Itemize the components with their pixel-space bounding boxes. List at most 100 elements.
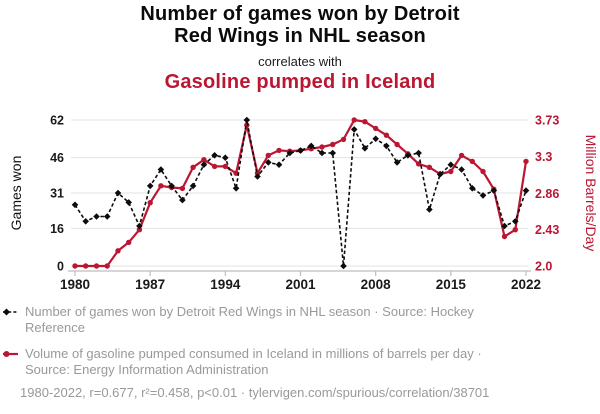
wins-series-marker bbox=[458, 166, 465, 173]
legend-item-wins: Number of games won by Detroit Red Wings… bbox=[2, 304, 491, 336]
right-axis-tick-label: 3.73 bbox=[535, 114, 559, 128]
wins-series-marker bbox=[501, 222, 508, 230]
wins-series-marker bbox=[307, 142, 315, 150]
wins-series-marker bbox=[157, 166, 165, 173]
gasoline-series-marker bbox=[373, 125, 379, 132]
gasoline-series-marker bbox=[190, 164, 196, 170]
wins-series-marker bbox=[426, 206, 433, 213]
correlation-chart: 0 16 31 46 62 2.0 2.43 2.86 3.3 3.73 1980 1987 1994 2… bbox=[8, 114, 599, 293]
stats-citation: 1980-2022, r=0.677, r²=0.458, p<0.01 · t… bbox=[20, 385, 490, 400]
right-axis-title: Million Barrels/Day bbox=[583, 135, 599, 252]
x-axis-tick-label: 2008 bbox=[361, 277, 392, 292]
right-axis-tick-label: 2.0 bbox=[535, 260, 552, 274]
gasoline-series-marker bbox=[330, 141, 336, 148]
left-axis-tick-label: 62 bbox=[50, 114, 64, 128]
gasoline-series-marker bbox=[426, 164, 433, 170]
gasoline-series-marker bbox=[265, 152, 271, 159]
wins-series-marker bbox=[297, 147, 304, 154]
wins-series-marker bbox=[393, 159, 401, 166]
wins-series-marker bbox=[447, 161, 455, 168]
wins-series-marker bbox=[361, 145, 369, 152]
wins-series-marker bbox=[275, 161, 283, 168]
wins-series-marker bbox=[469, 185, 476, 192]
gasoline-series-marker bbox=[147, 200, 153, 206]
wins-series-marker bbox=[254, 173, 261, 180]
wins-series-marker bbox=[200, 161, 208, 168]
wins-series-marker bbox=[189, 182, 197, 190]
gasoline-series-marker bbox=[523, 158, 529, 165]
wins-series-marker bbox=[179, 196, 186, 204]
wins-series-marker bbox=[522, 187, 530, 194]
x-axis-tick-label: 1994 bbox=[210, 277, 241, 292]
left-axis-tick-label: 31 bbox=[50, 187, 64, 201]
title-line-1: Number of games won by Detroit bbox=[140, 3, 460, 25]
gasoline-series-marker bbox=[179, 185, 186, 192]
gasoline-series-marker bbox=[222, 163, 228, 170]
left-axis-tick-label: 0 bbox=[57, 260, 64, 274]
gasoline-series-marker bbox=[83, 263, 89, 269]
wins-series-marker bbox=[318, 149, 326, 157]
wins-series-marker bbox=[103, 213, 111, 220]
page-title: Number of games won by Detroit Red Wings… bbox=[0, 3, 600, 47]
wins-series-marker bbox=[265, 159, 272, 166]
wins-series-marker bbox=[136, 222, 143, 230]
right-axis-tick-label: 2.43 bbox=[535, 223, 559, 237]
x-axis-tick-label: 1987 bbox=[135, 277, 165, 292]
gasoline-series-marker bbox=[469, 158, 475, 165]
left-axis-tick-label: 46 bbox=[50, 151, 64, 165]
left-axis-tick-label: 16 bbox=[50, 222, 64, 236]
wins-series-marker bbox=[479, 192, 487, 199]
wins-series-marker bbox=[350, 126, 358, 133]
right-axis-tick-label: 3.3 bbox=[535, 150, 552, 164]
secondary-title: Gasoline pumped in Iceland bbox=[164, 71, 436, 93]
wins-series-marker bbox=[490, 187, 498, 194]
wins-series-marker bbox=[329, 149, 336, 157]
wins-series-marker bbox=[114, 189, 122, 197]
wins-series-marker bbox=[125, 199, 132, 206]
gasoline-series-marker bbox=[104, 263, 110, 269]
gasoline-series-marker bbox=[448, 168, 454, 175]
wins-series-marker bbox=[340, 262, 347, 270]
legend-label-gasoline: Volume of gasoline pumped consumed in Ic… bbox=[25, 346, 482, 377]
x-axis-tick-label: 2001 bbox=[285, 277, 316, 292]
wins-series-marker bbox=[146, 182, 154, 190]
x-axis-tick-label: 2015 bbox=[436, 277, 467, 292]
wins-series-marker bbox=[286, 149, 294, 157]
gasoline-series-marker bbox=[501, 233, 508, 240]
wins-series-marker bbox=[232, 185, 240, 192]
x-axis-tick-label: 1980 bbox=[60, 277, 90, 292]
gasoline-series-marker bbox=[319, 144, 325, 150]
wins-series-marker bbox=[222, 154, 229, 161]
gasoline-series-marker bbox=[340, 136, 347, 143]
legend-label-wins: Number of games won by Detroit Red Wings… bbox=[25, 304, 474, 335]
right-axis-tick-label: 2.86 bbox=[535, 187, 559, 201]
wins-series-marker bbox=[512, 218, 519, 225]
wins-series-marker bbox=[243, 116, 251, 124]
black-dashed-series-icon bbox=[3, 308, 18, 316]
gasoline-series-marker bbox=[512, 227, 518, 233]
wins-series-marker bbox=[383, 142, 390, 150]
gasoline-series-marker bbox=[136, 227, 143, 233]
x-axis-tick-label: 2022 bbox=[511, 277, 541, 292]
gasoline-series-marker bbox=[351, 117, 357, 123]
gasoline-series-marker bbox=[158, 183, 164, 189]
gasoline-series-marker bbox=[115, 248, 121, 254]
wins-series-marker bbox=[436, 170, 444, 178]
title-line-2: Red Wings in NHL season bbox=[174, 25, 426, 47]
left-axis-title: Games won bbox=[8, 156, 24, 231]
wins-series-marker bbox=[82, 218, 89, 225]
gasoline-series-marker bbox=[126, 239, 132, 246]
legend-item-gasoline: Volume of gasoline pumped consumed in Ic… bbox=[2, 346, 491, 378]
wins-series-marker bbox=[168, 182, 175, 190]
correlates-with-label: correlates with bbox=[258, 54, 342, 69]
gasoline-series-marker bbox=[394, 141, 400, 148]
wins-series-marker bbox=[211, 152, 218, 159]
gasoline-series-marker bbox=[72, 263, 78, 269]
red-line-series-icon bbox=[3, 351, 18, 357]
wins-series-marker bbox=[404, 152, 412, 159]
gasoline-series-marker bbox=[201, 157, 207, 163]
gasoline-series-marker bbox=[276, 147, 282, 154]
gasoline-series-marker bbox=[93, 263, 100, 269]
wins-series-marker bbox=[372, 135, 379, 143]
wins-series-marker bbox=[71, 201, 79, 209]
